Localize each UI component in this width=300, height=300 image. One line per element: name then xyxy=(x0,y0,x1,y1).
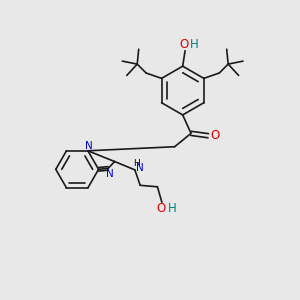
Text: H: H xyxy=(133,159,140,168)
Text: O: O xyxy=(179,38,188,51)
Text: N: N xyxy=(85,141,92,151)
Text: H: H xyxy=(190,38,199,51)
Text: O: O xyxy=(210,129,219,142)
Text: N: N xyxy=(136,164,144,173)
Text: N: N xyxy=(106,169,113,179)
Text: H: H xyxy=(168,202,177,215)
Text: O: O xyxy=(157,202,166,215)
